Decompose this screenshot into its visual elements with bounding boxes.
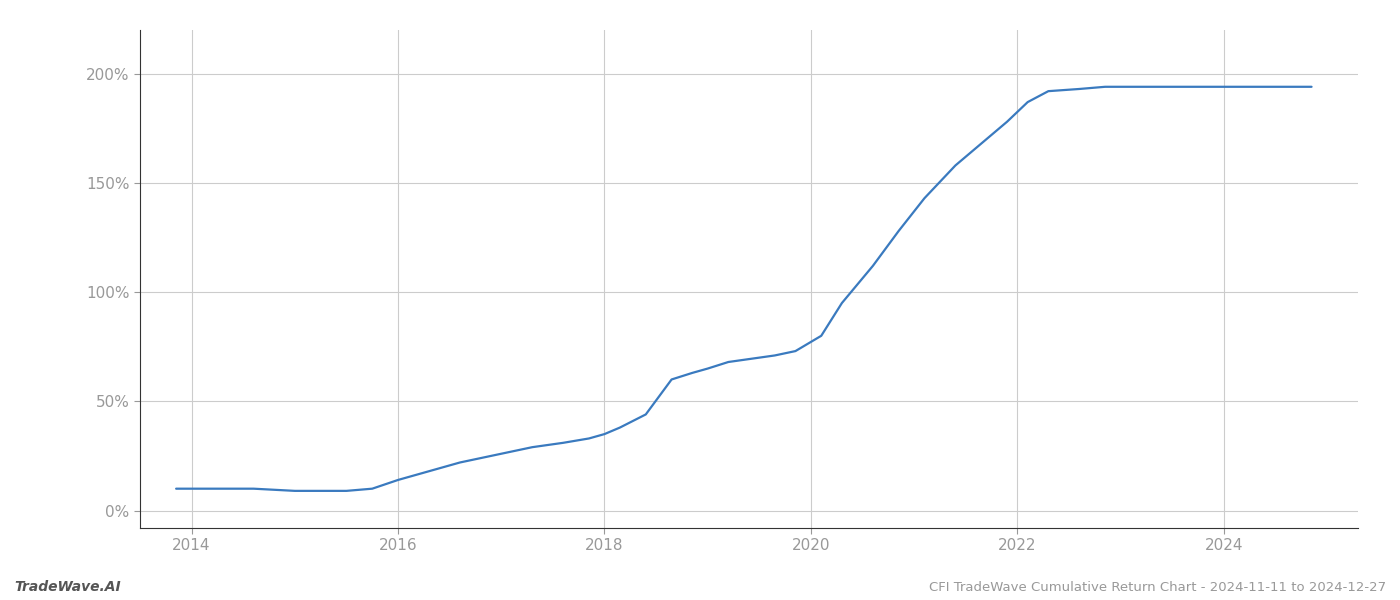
Text: TradeWave.AI: TradeWave.AI xyxy=(14,580,120,594)
Text: CFI TradeWave Cumulative Return Chart - 2024-11-11 to 2024-12-27: CFI TradeWave Cumulative Return Chart - … xyxy=(928,581,1386,594)
